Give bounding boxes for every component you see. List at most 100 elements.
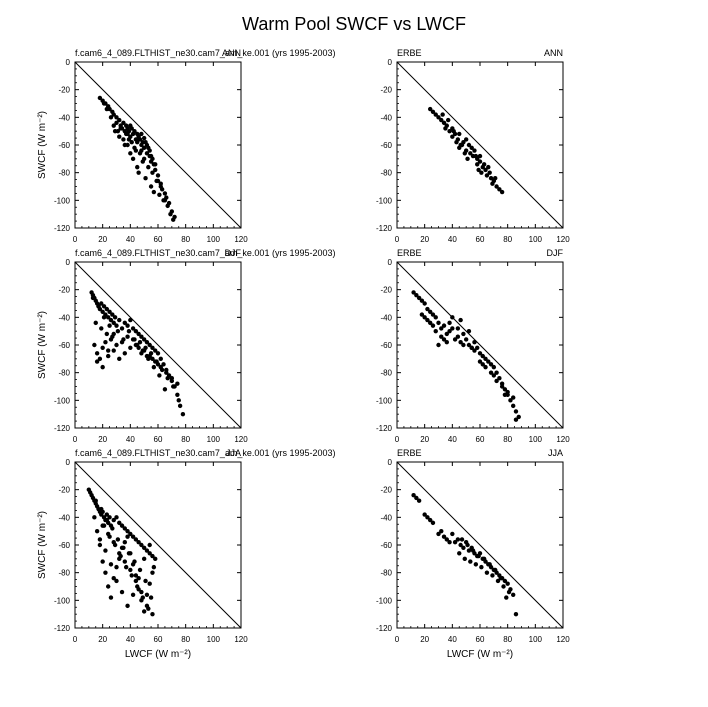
data-point: [472, 148, 477, 153]
data-point: [505, 389, 510, 395]
data-point: [107, 323, 112, 328]
x-tick-label: 20: [420, 435, 429, 444]
data-point: [461, 342, 466, 348]
x-tick-label: 80: [503, 235, 512, 244]
data-point: [488, 370, 494, 375]
panel-right-label: ANN: [222, 48, 241, 58]
data-point: [439, 334, 444, 339]
y-tick-label: -40: [380, 113, 392, 122]
data-point: [117, 520, 122, 526]
x-tick-label: 60: [476, 435, 485, 444]
data-point: [463, 137, 469, 142]
data-point: [141, 145, 147, 150]
x-tick-label: 120: [556, 235, 570, 244]
data-point: [447, 540, 452, 545]
y-tick-label: -60: [58, 341, 70, 350]
data-point: [479, 564, 484, 570]
data-point: [92, 342, 97, 348]
data-point: [441, 120, 447, 126]
data-point: [490, 573, 495, 578]
data-point: [141, 337, 147, 342]
data-point: [135, 584, 140, 589]
x-tick-label: 80: [181, 635, 190, 644]
data-point: [150, 611, 155, 617]
data-point: [475, 345, 480, 350]
x-tick-label: 120: [234, 235, 248, 244]
data-point: [139, 334, 144, 339]
data-point: [148, 351, 154, 356]
data-point: [144, 592, 150, 597]
data-point: [128, 317, 133, 323]
data-point: [108, 115, 114, 120]
data-point: [486, 164, 491, 170]
data-point: [458, 317, 463, 323]
y-tick-label: -80: [58, 569, 70, 578]
data-point: [487, 170, 492, 175]
data-point: [111, 320, 116, 326]
data-point: [502, 392, 508, 397]
data-point: [97, 356, 103, 362]
data-point: [112, 315, 118, 320]
data-point: [419, 312, 425, 317]
data-point: [439, 326, 444, 331]
data-point: [436, 342, 441, 348]
data-point: [483, 364, 488, 370]
data-point: [414, 293, 419, 298]
data-point: [135, 342, 140, 348]
data-point: [117, 134, 122, 139]
data-point: [491, 373, 497, 378]
data-point: [117, 117, 122, 123]
data-point: [148, 184, 154, 189]
data-point: [175, 392, 180, 397]
data-point: [119, 523, 125, 528]
data-point: [114, 120, 119, 126]
data-point: [458, 542, 463, 548]
data-point: [106, 348, 111, 353]
data-point: [122, 559, 128, 564]
data-point: [459, 537, 465, 542]
data-point: [139, 131, 144, 137]
data-point: [110, 526, 115, 531]
panel-left-label: ERBE: [397, 48, 422, 58]
data-point: [488, 362, 494, 367]
data-point: [97, 542, 103, 548]
data-point: [447, 320, 452, 326]
data-point: [436, 115, 441, 120]
data-point: [147, 542, 152, 548]
panel-left-label: f.cam6_4_089.FLTHIST_ne30.cam7_am_ke.001…: [75, 248, 335, 258]
y-tick-label: -60: [380, 141, 392, 150]
data-point: [484, 570, 490, 575]
data-point: [428, 320, 433, 326]
y-tick-label: -120: [376, 424, 393, 433]
data-point: [168, 211, 173, 217]
data-point: [153, 556, 158, 562]
data-point: [505, 581, 510, 586]
y-tick-label: -20: [380, 486, 392, 495]
data-point: [162, 198, 168, 203]
data-point: [140, 595, 145, 600]
y-tick-label: -40: [58, 113, 70, 122]
data-point: [106, 315, 111, 320]
data-point: [511, 395, 516, 400]
data-point: [425, 515, 430, 520]
x-tick-label: 20: [98, 635, 107, 644]
data-point: [107, 309, 112, 314]
data-point: [136, 170, 141, 175]
data-point: [148, 595, 154, 600]
data-point: [468, 559, 473, 564]
y-tick-label: -40: [380, 313, 392, 322]
data-point: [441, 323, 447, 328]
data-point: [461, 331, 466, 337]
data-point: [117, 317, 122, 323]
data-point: [153, 162, 158, 167]
data-point: [94, 359, 100, 364]
data-point: [455, 334, 461, 339]
data-point: [469, 145, 474, 150]
data-point: [147, 148, 152, 153]
data-point: [450, 531, 455, 537]
reference-line: [396, 461, 564, 629]
data-point: [103, 548, 108, 553]
panel-6: 0 20 40 60 80 100 120 0 -20 -40 -60 -80 -100 -120 ERBE…: [376, 448, 570, 660]
